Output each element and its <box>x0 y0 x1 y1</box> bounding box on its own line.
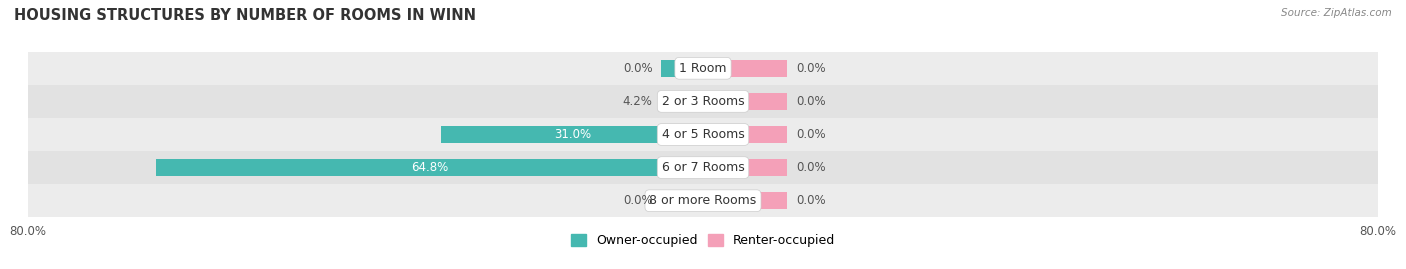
Text: 0.0%: 0.0% <box>796 128 825 141</box>
Bar <box>28 184 1378 217</box>
Text: 0.0%: 0.0% <box>796 62 825 75</box>
Text: 0.0%: 0.0% <box>623 62 652 75</box>
Text: 0.0%: 0.0% <box>796 161 825 174</box>
Bar <box>28 85 1378 118</box>
Text: 0.0%: 0.0% <box>796 95 825 108</box>
Text: 31.0%: 31.0% <box>554 128 591 141</box>
Text: HOUSING STRUCTURES BY NUMBER OF ROOMS IN WINN: HOUSING STRUCTURES BY NUMBER OF ROOMS IN… <box>14 8 477 23</box>
Bar <box>441 126 703 143</box>
Bar <box>28 118 1378 151</box>
Bar <box>703 159 787 176</box>
Bar <box>156 159 703 176</box>
Text: 64.8%: 64.8% <box>411 161 449 174</box>
Bar <box>703 126 787 143</box>
Text: 8 or more Rooms: 8 or more Rooms <box>650 194 756 207</box>
Text: 0.0%: 0.0% <box>623 194 652 207</box>
Bar <box>703 192 787 209</box>
Text: 1 Room: 1 Room <box>679 62 727 75</box>
Text: 4.2%: 4.2% <box>623 95 652 108</box>
Bar <box>28 151 1378 184</box>
Text: 6 or 7 Rooms: 6 or 7 Rooms <box>662 161 744 174</box>
Text: 4 or 5 Rooms: 4 or 5 Rooms <box>662 128 744 141</box>
Text: 2 or 3 Rooms: 2 or 3 Rooms <box>662 95 744 108</box>
Bar <box>661 93 703 110</box>
Bar <box>28 52 1378 85</box>
Text: 0.0%: 0.0% <box>796 194 825 207</box>
Text: Source: ZipAtlas.com: Source: ZipAtlas.com <box>1281 8 1392 18</box>
Bar <box>661 60 703 77</box>
Bar <box>703 60 787 77</box>
Bar <box>661 192 703 209</box>
Legend: Owner-occupied, Renter-occupied: Owner-occupied, Renter-occupied <box>567 229 839 252</box>
Bar <box>703 93 787 110</box>
